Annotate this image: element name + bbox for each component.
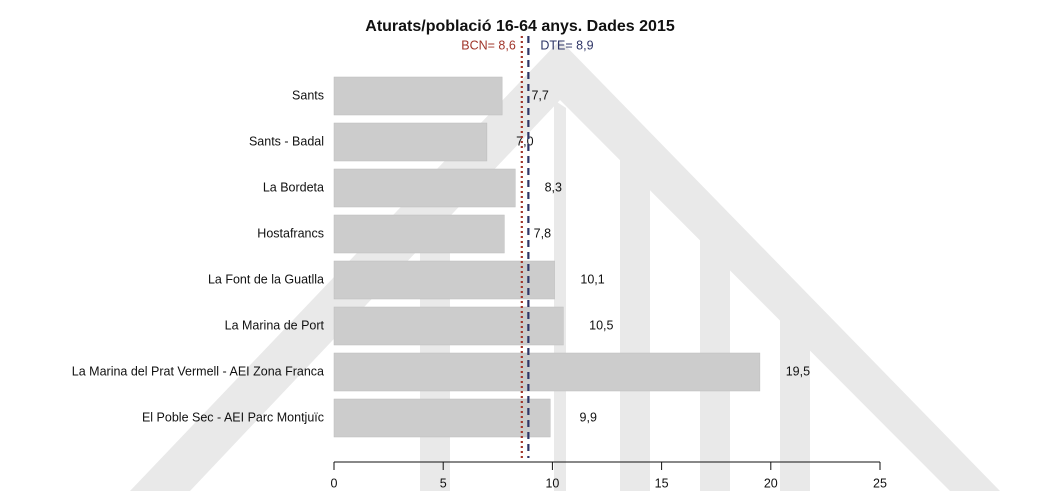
watermark	[130, 40, 1000, 491]
x-tick-label: 25	[873, 476, 887, 490]
bar	[333, 214, 505, 254]
value-label: 7,0	[516, 134, 533, 148]
y-tick-label: Sants - Badal	[249, 134, 324, 148]
y-tick-label: El Poble Sec - AEI Parc Montjuïc	[142, 410, 324, 424]
x-tick-label: 20	[764, 476, 778, 490]
value-label: 10,1	[580, 272, 604, 286]
chart-title: Aturats/població 16-64 anys. Dades 2015	[365, 18, 675, 35]
y-tick-label: La Font de la Guatlla	[208, 272, 324, 286]
value-label: 19,5	[786, 364, 810, 378]
bar	[333, 122, 488, 162]
bar	[333, 260, 555, 300]
bar	[333, 352, 761, 392]
bar	[333, 76, 503, 116]
y-tick-label: La Marina del Prat Vermell - AEI Zona Fr…	[72, 364, 324, 378]
reference-label: DTE= 8,9	[540, 38, 593, 52]
value-label: 10,5	[589, 318, 613, 332]
x-tick-label: 0	[331, 476, 338, 490]
y-tick-label: Sants	[292, 88, 324, 102]
y-tick-label: Hostafrancs	[257, 226, 324, 240]
y-tick-label: La Bordeta	[263, 180, 324, 194]
bar	[333, 306, 564, 346]
bar	[333, 398, 551, 438]
x-tick-label: 10	[545, 476, 559, 490]
value-label: 8,3	[545, 180, 562, 194]
value-label: 7,8	[534, 226, 551, 240]
bar	[333, 168, 516, 208]
y-tick-label: La Marina de Port	[225, 318, 325, 332]
value-label: 9,9	[580, 410, 597, 424]
reference-label: BCN= 8,6	[461, 38, 516, 52]
x-tick-label: 15	[655, 476, 669, 490]
value-label: 7,7	[531, 88, 548, 102]
x-tick-label: 5	[440, 476, 447, 490]
